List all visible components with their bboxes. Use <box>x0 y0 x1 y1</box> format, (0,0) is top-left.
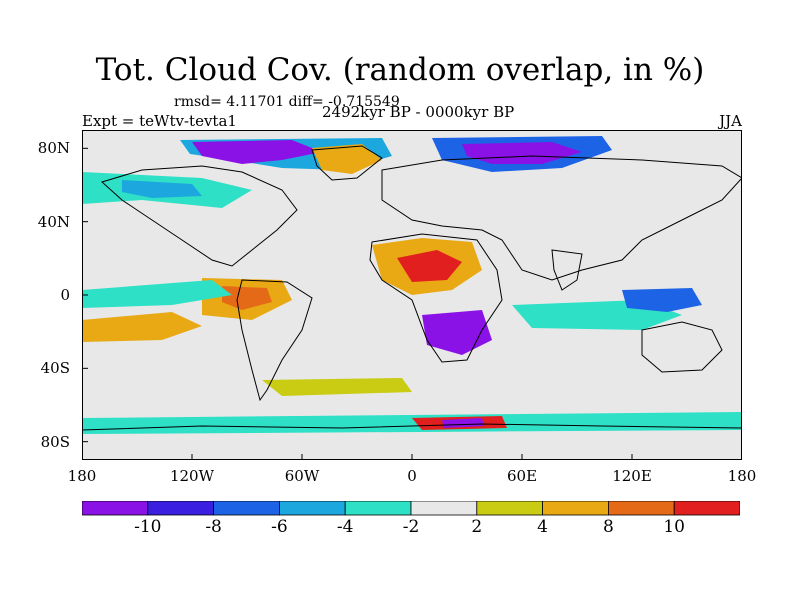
lat-label: 0 <box>60 286 70 304</box>
lon-label: 180 <box>727 467 757 485</box>
lon-label: 120W <box>169 467 215 485</box>
greenland-positive-region <box>312 144 382 174</box>
north-pacific-blue <box>122 180 202 198</box>
colorbar-box <box>476 501 543 516</box>
lat-label: 80S <box>40 432 70 451</box>
colorbar-label: 2 <box>471 517 483 537</box>
lon-ticks <box>82 454 742 460</box>
lat-label: 40N <box>37 212 70 231</box>
greenland-coast <box>311 145 383 181</box>
colorbar-box <box>82 501 149 516</box>
colorbar-label: -6 <box>271 517 288 537</box>
lat-label: 40S <box>40 359 70 378</box>
antarctica-coast <box>82 423 742 431</box>
tropical-pacific-cyan-band <box>82 280 232 308</box>
lon-label: 0 <box>407 467 417 485</box>
siberia-strong-negative-region <box>462 142 582 164</box>
southern-africa-negative-region <box>422 310 492 355</box>
coastlines <box>82 145 742 431</box>
colorbar-box <box>542 501 609 516</box>
colorbar-label: -10 <box>134 517 162 537</box>
lat-label: 80N <box>37 139 70 158</box>
colorbar-box <box>673 501 740 516</box>
colorbar-label: 8 <box>602 517 614 537</box>
time-period-label: 2492kyr BP - 0000kyr BP <box>322 103 515 121</box>
season-label: JJA <box>719 112 742 130</box>
colorbar-box <box>410 501 478 516</box>
australia-coast <box>641 321 723 373</box>
colorbar-box <box>147 501 215 516</box>
colorbar-box <box>344 501 412 516</box>
sahara-strong-positive-region <box>397 250 462 282</box>
cloud-cover-difference-map <box>82 130 742 460</box>
lon-label: 60E <box>506 467 538 485</box>
experiment-label: Expt = teWtv-tevta1 <box>82 112 237 130</box>
pacific-positive-region <box>82 312 202 342</box>
colorbar-label: -8 <box>205 517 222 537</box>
colorbar-label: 10 <box>663 517 686 537</box>
colorbar-box <box>213 501 280 516</box>
eurasia-coast <box>381 155 742 281</box>
rmsd-diff-stats: rmsd= 4.11701 diff= -0.715549 <box>174 94 400 110</box>
africa-coast <box>369 233 503 363</box>
maritime-continent-negative-region <box>622 288 702 312</box>
colorbar-label: -4 <box>336 517 354 537</box>
colorbar-box <box>608 501 675 516</box>
colorbar <box>82 501 740 516</box>
antarctic-purple-region <box>442 418 484 428</box>
lon-label: 120E <box>612 467 652 485</box>
colorbar-label: 4 <box>537 517 549 537</box>
north-america-coast <box>101 165 298 267</box>
india-coast <box>551 249 583 291</box>
antarctic-coast-band <box>82 412 742 434</box>
colorbar-label: -2 <box>402 517 420 537</box>
lat-ticks <box>82 147 88 443</box>
arctic-strong-negative-region <box>192 140 322 164</box>
south-america-coast <box>236 279 313 402</box>
lon-label: 60W <box>284 467 320 485</box>
lon-label: 180 <box>67 467 97 485</box>
southern-ocean-yellow-band <box>262 378 412 396</box>
colorbar-box <box>278 501 346 516</box>
amazon-strong-positive-region <box>222 286 272 310</box>
map-title: Tot. Cloud Cov. (random overlap, in %) <box>95 52 705 88</box>
